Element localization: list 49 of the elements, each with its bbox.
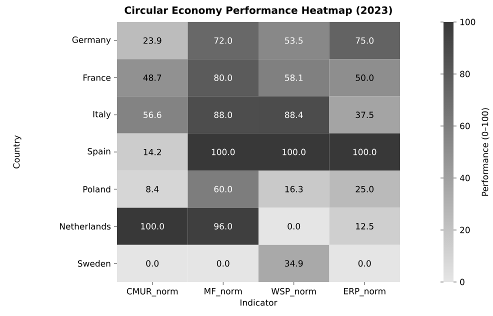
chart-title: Circular Economy Performance Heatmap (2023) bbox=[124, 6, 392, 16]
data-label: 37.5 bbox=[356, 112, 374, 118]
y-axis-title: Country bbox=[13, 135, 22, 168]
data-label: 96.0 bbox=[214, 223, 232, 230]
data-label: 34.9 bbox=[285, 260, 303, 267]
x-tick-label: CMUR_norm bbox=[126, 288, 178, 296]
data-label: 56.6 bbox=[144, 112, 162, 118]
data-label: 8.4 bbox=[146, 186, 159, 192]
data-label: 14.2 bbox=[144, 148, 161, 156]
y-tick-label: Netherlands bbox=[60, 223, 111, 230]
x-tick-label: WSP_norm bbox=[271, 288, 316, 296]
data-label: 50.0 bbox=[356, 74, 374, 81]
y-tick-label: Germany bbox=[72, 36, 111, 45]
y-tick-label: Spain bbox=[88, 148, 110, 156]
data-label: 88.4 bbox=[284, 112, 303, 118]
color-bar-title: Performance (0–100) bbox=[482, 108, 490, 196]
data-label: 0.0 bbox=[358, 260, 371, 267]
color-bar-label: 0 bbox=[460, 278, 464, 286]
data-label: 0.0 bbox=[146, 260, 159, 267]
y-tick-label: France bbox=[84, 74, 111, 81]
y-tick-label: Italy bbox=[93, 110, 111, 119]
x-tick-label: MF_norm bbox=[204, 288, 242, 296]
data-label: 23.9 bbox=[144, 37, 162, 44]
data-label: 60.0 bbox=[214, 186, 232, 192]
color-bar-label: 20 bbox=[460, 226, 470, 234]
data-label: 53.5 bbox=[285, 37, 303, 44]
x-axis-title: Indicator bbox=[240, 299, 278, 306]
data-label: 100.0 bbox=[141, 223, 164, 230]
color-bar-label: 40 bbox=[460, 174, 470, 182]
data-label: 72.0 bbox=[214, 37, 232, 44]
data-label: 100.0 bbox=[353, 148, 376, 156]
data-label: 0.0 bbox=[288, 223, 300, 230]
data-label: 58.1 bbox=[285, 74, 303, 81]
data-label: 88.0 bbox=[214, 112, 232, 118]
data-label: 100.0 bbox=[282, 148, 306, 156]
data-label: 25.0 bbox=[356, 186, 374, 192]
color-bar-label: 100 bbox=[460, 18, 476, 26]
data-label: 80.0 bbox=[214, 74, 232, 81]
data-label: 16.3 bbox=[285, 186, 303, 192]
x-tick-label: ERP_norm bbox=[344, 288, 386, 296]
y-tick-label: Poland bbox=[83, 186, 110, 192]
color-bar-label: 60 bbox=[460, 122, 470, 130]
data-label: 48.7 bbox=[143, 74, 162, 81]
data-label: 12.5 bbox=[356, 223, 374, 230]
y-tick-label: Sweden bbox=[78, 260, 110, 267]
data-label: 100.0 bbox=[212, 148, 235, 156]
data-label: 75.0 bbox=[356, 37, 374, 44]
data-label: 0.0 bbox=[216, 260, 230, 267]
color-bar-label: 80 bbox=[460, 70, 470, 78]
